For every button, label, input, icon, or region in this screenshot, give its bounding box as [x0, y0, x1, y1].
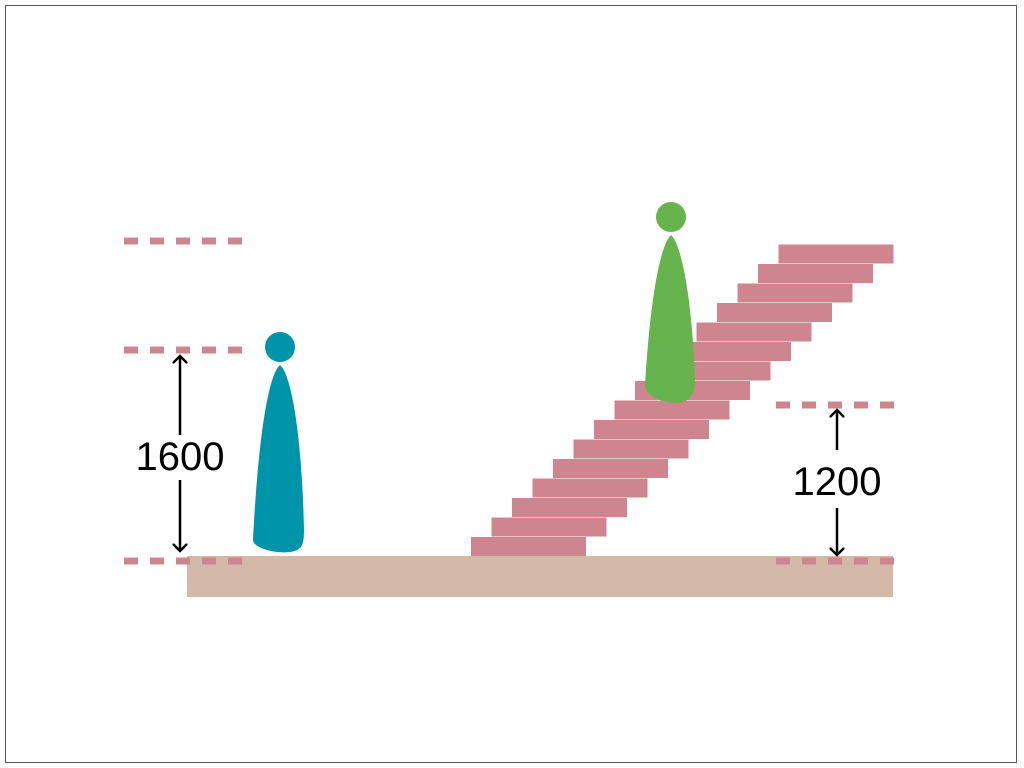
person-standing-body	[253, 365, 304, 553]
guide-dash	[828, 557, 842, 565]
guide-dash	[854, 557, 868, 565]
guide-dash	[776, 401, 790, 409]
stair-step	[532, 478, 648, 498]
guide-dash	[880, 557, 894, 565]
guide-dash	[828, 401, 842, 409]
person-standing	[253, 332, 304, 553]
stair-step	[717, 303, 832, 322]
guide-dash	[202, 557, 216, 565]
guide-dash	[802, 557, 816, 565]
dimension-1600: 1600	[136, 356, 225, 551]
dimension-label-1600: 1600	[136, 435, 225, 479]
guide-dash	[202, 346, 216, 354]
height-guides	[124, 237, 894, 565]
stair-step	[512, 498, 627, 517]
stair-step	[676, 342, 791, 361]
guide-dash	[802, 401, 816, 409]
stair-step	[737, 283, 853, 303]
person-on-stairs-head	[656, 202, 686, 232]
stair-step	[696, 322, 812, 342]
stair-step	[778, 244, 894, 264]
dimension-label-1200: 1200	[793, 460, 882, 504]
guide-dash	[150, 346, 164, 354]
guide-dash	[776, 557, 790, 565]
guide-dash	[176, 346, 190, 354]
guide-dash	[150, 237, 164, 245]
stair-step	[471, 537, 586, 556]
guide-dash	[854, 401, 868, 409]
person-on-stairs-body	[645, 235, 695, 403]
guide-dash	[228, 346, 242, 354]
guide-dash	[124, 557, 138, 565]
stair-step	[573, 439, 689, 459]
slide-frame	[5, 5, 1017, 763]
guide-dash	[228, 557, 242, 565]
guide-dash	[124, 346, 138, 354]
stair-step	[614, 400, 730, 420]
guide-dash	[228, 237, 242, 245]
stair-step	[553, 459, 668, 478]
guide-dash	[880, 401, 894, 409]
person-on-stairs	[645, 202, 695, 403]
stair-step	[491, 517, 607, 537]
guide-dash	[176, 237, 190, 245]
guide-dash	[176, 557, 190, 565]
guide-dash	[150, 557, 164, 565]
stair-step	[758, 264, 873, 283]
staircase	[471, 244, 894, 556]
dimension-1200: 1200	[793, 410, 882, 555]
person-standing-head	[265, 332, 295, 362]
guide-dash	[124, 237, 138, 245]
guide-dash	[202, 237, 216, 245]
floor	[187, 556, 893, 597]
stair-step	[594, 420, 709, 439]
